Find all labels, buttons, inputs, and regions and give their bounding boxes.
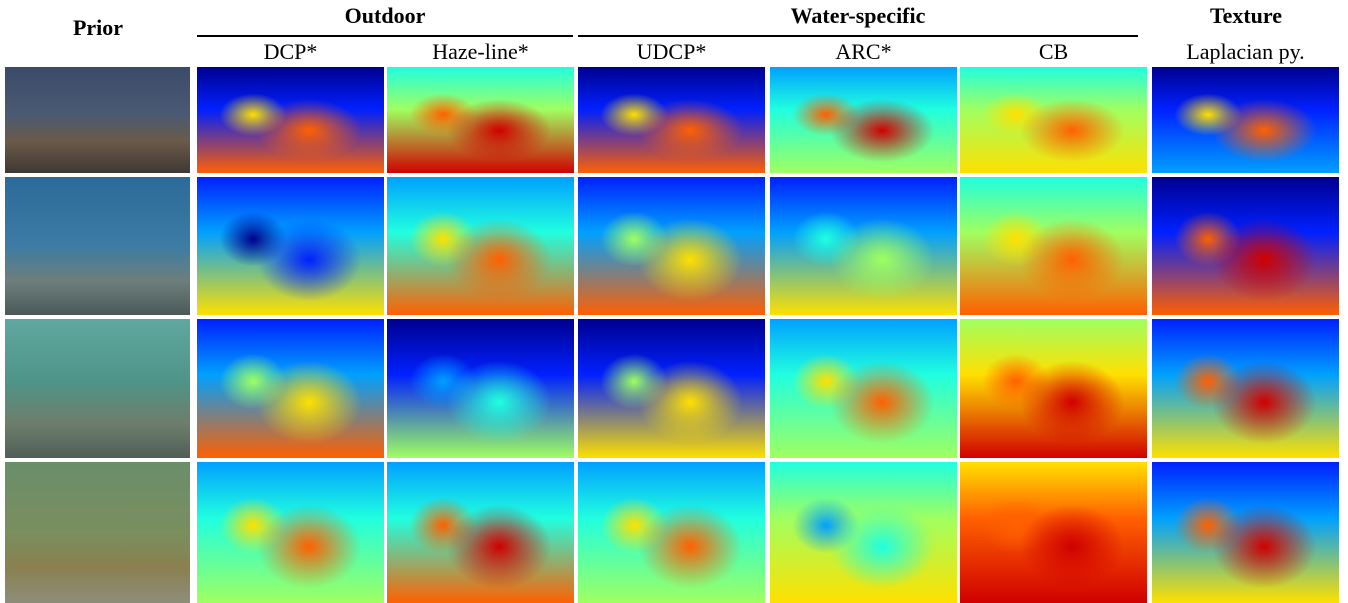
group-header: Outdoor (344, 3, 426, 28)
depth-map (1152, 319, 1339, 458)
group-rule (578, 35, 1138, 37)
depth-map (960, 177, 1147, 315)
depth-map (387, 67, 574, 173)
prior-image (5, 67, 190, 173)
depth-map (1152, 67, 1339, 173)
depth-map (387, 462, 574, 603)
depth-map (387, 319, 574, 458)
prior-image (5, 462, 190, 603)
depth-map (960, 319, 1147, 458)
depth-map (770, 177, 957, 315)
column-label: CB (1038, 39, 1069, 64)
depth-map (197, 177, 384, 315)
depth-map (770, 67, 957, 173)
depth-map (960, 462, 1147, 603)
column-label: ARC* (835, 39, 892, 64)
depth-map (578, 319, 765, 458)
group-header: Texture (1209, 3, 1283, 28)
depth-map (578, 67, 765, 173)
depth-map (960, 67, 1147, 173)
depth-map (197, 319, 384, 458)
group-header: Prior (72, 15, 124, 40)
depth-map (197, 462, 384, 603)
column-label: UDCP* (636, 39, 707, 64)
depth-map (197, 67, 384, 173)
depth-map (770, 462, 957, 603)
column-label: Haze-line* (432, 39, 529, 64)
group-header: Water-specific (790, 3, 926, 28)
depth-map (1152, 177, 1339, 315)
column-label: DCP* (263, 39, 318, 64)
depth-map (387, 177, 574, 315)
depth-map (1152, 462, 1339, 603)
depth-map (578, 462, 765, 603)
prior-image (5, 177, 190, 315)
group-rule (197, 35, 573, 37)
depth-map (578, 177, 765, 315)
column-label: Laplacian py. (1186, 39, 1305, 64)
prior-image (5, 319, 190, 458)
depth-map (770, 319, 957, 458)
